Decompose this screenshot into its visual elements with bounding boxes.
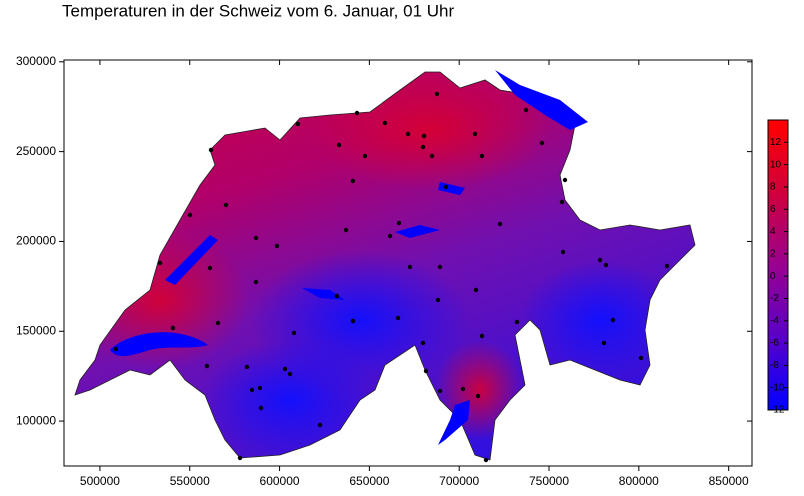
station [443, 184, 449, 190]
station [597, 257, 603, 263]
station [157, 260, 163, 266]
station [334, 293, 340, 299]
x-tick-label: 700000 [439, 474, 479, 488]
station [287, 371, 293, 377]
station [475, 393, 481, 399]
station [437, 388, 443, 394]
station [237, 455, 243, 461]
x-tick-label: 500000 [80, 474, 120, 488]
station [257, 385, 263, 391]
colorbar-tick-label: 2 [770, 248, 776, 259]
station [610, 317, 616, 323]
station [208, 147, 214, 153]
y-tick-label: 250000 [16, 144, 56, 158]
station [405, 131, 411, 137]
station [204, 363, 210, 369]
station [253, 279, 259, 285]
station [215, 320, 221, 326]
colorbar-tick-label: -2 [770, 293, 779, 304]
x-tick-label: 550000 [170, 474, 210, 488]
station [514, 319, 520, 325]
station [395, 315, 401, 321]
station [362, 153, 368, 159]
station [350, 178, 356, 184]
x-tick-label: 600000 [260, 474, 300, 488]
colorbar: -12 -10 -8 -6 -4 -2 0 2 4 6 8 10 12 [767, 119, 789, 416]
axes: 500000 550000 600000 650000 700000 750000 8000… [16, 54, 752, 488]
y-tick-label: 100000 [16, 413, 56, 427]
x-tick-label: 850000 [709, 474, 749, 488]
station [472, 131, 478, 137]
station [560, 249, 566, 255]
lakes [110, 70, 588, 445]
station [407, 264, 413, 270]
station [317, 422, 323, 428]
station [187, 212, 193, 218]
station [382, 120, 388, 126]
colorbar-tick-label: -12 [770, 405, 785, 416]
plot-frame [63, 59, 753, 467]
colorbar-tick-label: 0 [770, 271, 776, 282]
station [258, 405, 264, 411]
station [473, 287, 479, 293]
station [539, 140, 545, 146]
station [601, 340, 607, 346]
x-tick-label: 800000 [619, 474, 659, 488]
station [460, 386, 466, 392]
station [223, 202, 229, 208]
station [479, 153, 485, 159]
colorbar-scale [767, 119, 789, 411]
station [282, 366, 288, 372]
station [434, 91, 440, 97]
station [343, 227, 349, 233]
colorbar-tick-label: 12 [770, 137, 782, 148]
colorbar-tick-label: -8 [770, 360, 779, 371]
station [336, 142, 342, 148]
station [664, 263, 670, 269]
station [291, 330, 297, 336]
colorbar-tick-label: 8 [770, 182, 776, 193]
x-tick-label: 650000 [349, 474, 389, 488]
station [429, 153, 435, 159]
station [295, 121, 301, 127]
stations [113, 91, 670, 463]
station [420, 340, 426, 346]
colorbar-tick-label: -10 [770, 382, 785, 393]
station [420, 144, 426, 150]
y-tick-label: 150000 [16, 323, 56, 337]
station [387, 233, 393, 239]
station [253, 235, 259, 241]
y-tick-label: 300000 [16, 54, 56, 68]
station [350, 318, 356, 324]
station [483, 457, 489, 463]
station [559, 199, 565, 205]
station [354, 110, 360, 116]
station [479, 333, 485, 339]
station [249, 387, 255, 393]
colorbar-tick-label: 10 [770, 159, 782, 170]
station [244, 364, 250, 370]
colorbar-tick-label: 4 [770, 226, 776, 237]
station [274, 243, 280, 249]
colorbar-tick-label: -4 [770, 315, 779, 326]
station [562, 177, 568, 183]
station [437, 264, 443, 270]
y-tick-label: 200000 [16, 234, 56, 248]
chart-title: Temperaturen in der Schweiz vom 6. Janua… [62, 1, 454, 20]
x-tick-label: 750000 [529, 474, 569, 488]
station [435, 297, 441, 303]
station [113, 346, 119, 352]
station [523, 107, 529, 113]
station [170, 325, 176, 331]
station [207, 265, 213, 271]
colorbar-tick-label: -6 [770, 338, 779, 349]
station [421, 133, 427, 139]
station [423, 368, 429, 374]
station [638, 355, 644, 361]
station [497, 221, 503, 227]
station [396, 220, 402, 226]
colorbar-tick-label: 6 [770, 204, 776, 215]
station [603, 262, 609, 268]
